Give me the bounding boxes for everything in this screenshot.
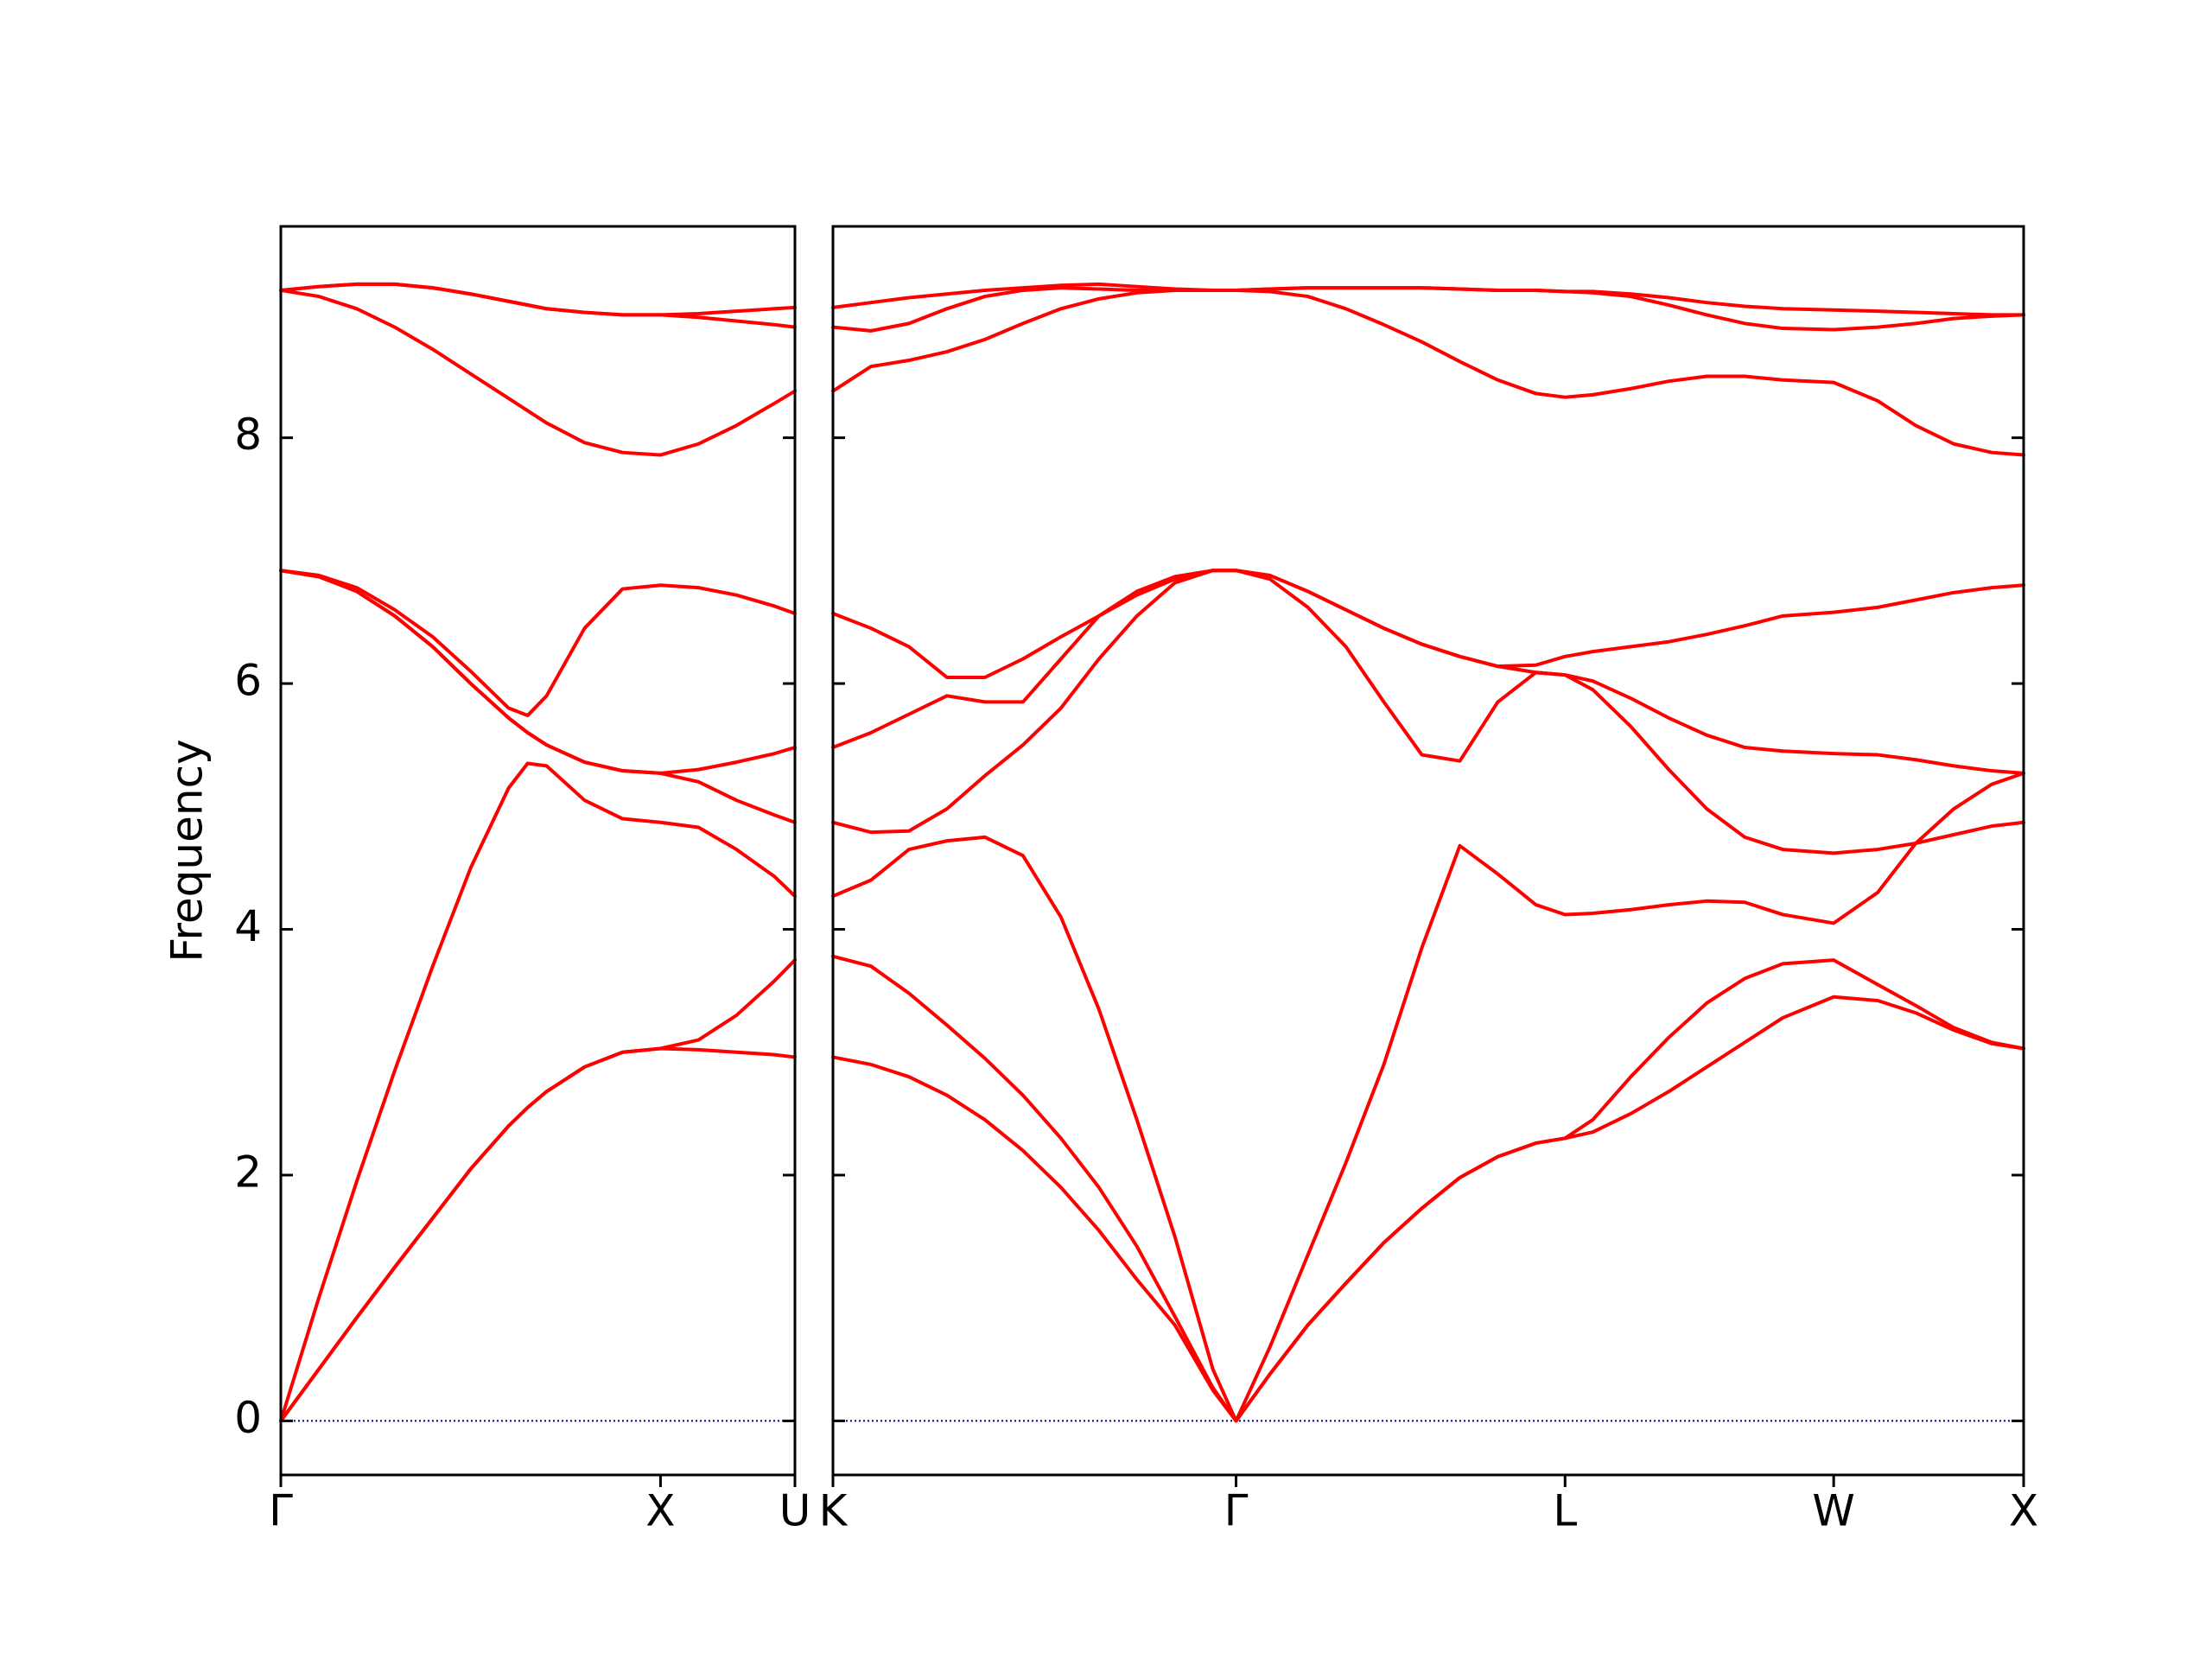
band-line bbox=[279, 1046, 797, 1423]
band-line bbox=[831, 569, 2025, 679]
band-line bbox=[279, 569, 797, 775]
band-line bbox=[831, 569, 2025, 855]
band-line bbox=[279, 569, 797, 824]
band-line bbox=[279, 282, 797, 317]
band-line bbox=[279, 288, 797, 457]
band-line bbox=[279, 569, 797, 718]
y-tick-label: 2 bbox=[234, 1147, 262, 1197]
plot-frame bbox=[279, 225, 797, 1477]
plot-frame bbox=[831, 225, 2025, 1477]
x-tick-label: W bbox=[1812, 1486, 1854, 1536]
x-tick-label: Γ bbox=[1224, 1486, 1249, 1536]
x-tick-label: L bbox=[1553, 1486, 1577, 1536]
x-tick-label: X bbox=[2009, 1486, 2038, 1536]
y-tick-label: 4 bbox=[234, 901, 262, 951]
band-line bbox=[279, 761, 797, 1423]
band-line bbox=[831, 569, 2025, 775]
y-axis-label: Frequency bbox=[162, 739, 213, 962]
band-line bbox=[279, 958, 797, 1423]
band-line bbox=[831, 954, 2025, 1423]
x-tick-label: Γ bbox=[269, 1486, 293, 1536]
x-tick-label: U bbox=[779, 1486, 811, 1536]
x-tick-label: X bbox=[645, 1486, 675, 1536]
y-tick-label: 0 bbox=[234, 1393, 262, 1443]
band-line bbox=[831, 820, 2025, 1423]
x-tick-label: K bbox=[819, 1486, 849, 1536]
band-line bbox=[831, 288, 2025, 457]
band-line bbox=[831, 995, 2025, 1423]
band-line bbox=[831, 282, 2025, 317]
y-tick-label: 8 bbox=[234, 410, 262, 460]
y-tick-label: 6 bbox=[234, 656, 262, 706]
